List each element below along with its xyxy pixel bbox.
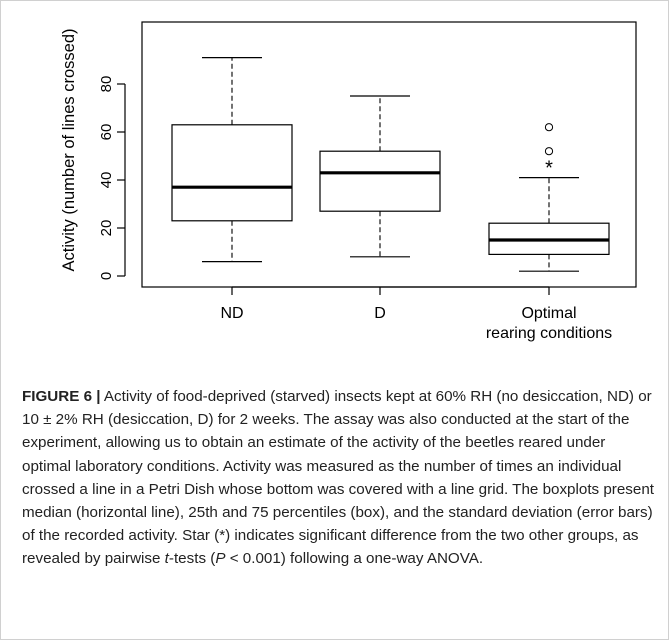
x-tick-label: ND <box>220 305 243 322</box>
box <box>171 124 293 222</box>
figure-caption: FIGURE 6 | Activity of food-deprived (st… <box>22 385 658 571</box>
boxplot-chart: 0 20 40 60 80 Activity (number of lines cross… <box>60 21 637 342</box>
caption-t-italic: t <box>164 550 169 568</box>
y-axis-label: Activity (number of lines crossed) <box>60 29 78 272</box>
caption-text-2: -tests ( <box>168 550 216 568</box>
outlier-point <box>544 147 554 156</box>
y-tick-label: 80 <box>98 76 115 93</box>
outlier-point <box>544 123 554 132</box>
caption-p-italic: P <box>215 550 226 568</box>
y-tick-label: 40 <box>98 172 115 189</box>
caption-text-3: < 0.001) following a one-way ANOVA. <box>225 550 484 568</box>
x-tick-label: D <box>374 305 386 322</box>
significance-star: * <box>545 158 553 180</box>
caption-text-1: Activity of food-deprived (starved) inse… <box>22 388 655 568</box>
box <box>319 150 441 212</box>
y-tick-label: 60 <box>98 124 115 141</box>
x-tick-label: Optimal <box>521 305 576 322</box>
x-tick-label: rearing conditions <box>486 325 612 342</box>
y-tick-label: 0 <box>98 272 115 280</box>
figure-label: FIGURE 6 | <box>22 388 101 405</box>
y-tick-label: 20 <box>98 220 115 237</box>
